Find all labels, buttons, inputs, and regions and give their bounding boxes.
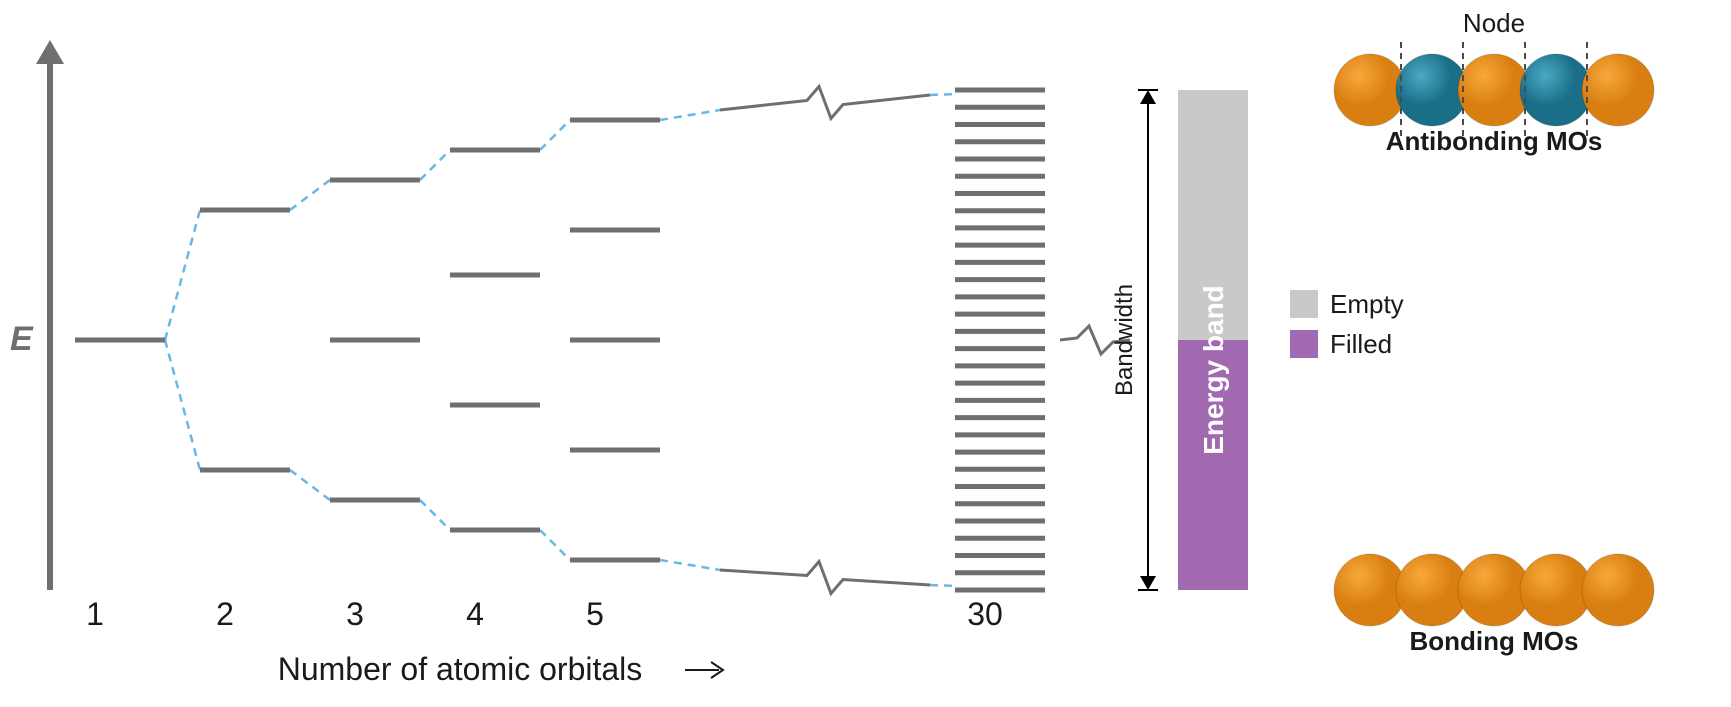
antibonding-label: Antibonding MOs xyxy=(1386,126,1603,156)
orbital-sphere xyxy=(1458,554,1530,626)
envelope-dash xyxy=(165,210,200,340)
orbital-sphere xyxy=(1582,54,1654,126)
orbital-sphere xyxy=(1458,54,1530,126)
legend-swatch xyxy=(1290,290,1318,318)
orbital-sphere xyxy=(1334,554,1406,626)
xaxis-tick-label: 3 xyxy=(346,596,364,632)
legend-label: Filled xyxy=(1330,329,1392,359)
envelope-dash xyxy=(290,470,330,500)
envelope-dash xyxy=(930,94,955,95)
bonding-label: Bonding MOs xyxy=(1410,626,1579,656)
xaxis-label: Number of atomic orbitals xyxy=(278,651,643,687)
orbital-sphere xyxy=(1396,554,1468,626)
orbital-sphere xyxy=(1520,54,1592,126)
envelope-dash xyxy=(660,560,720,570)
axis-break xyxy=(720,562,930,594)
bandwidth-label: Bandwidth xyxy=(1111,284,1138,396)
energy-band-label: Energy band xyxy=(1198,285,1229,455)
xaxis-tick-label: 1 xyxy=(86,596,104,632)
node-label: Node xyxy=(1463,8,1525,38)
orbital-sphere xyxy=(1334,54,1406,126)
envelope-dash xyxy=(930,585,955,586)
orbital-sphere xyxy=(1396,54,1468,126)
envelope-dash xyxy=(660,110,720,120)
xaxis-tick-label: 4 xyxy=(466,596,484,632)
xaxis-tick-label: 30 xyxy=(967,596,1003,632)
envelope-dash xyxy=(420,500,450,530)
envelope-dash xyxy=(540,120,570,150)
envelope-dash xyxy=(165,340,200,470)
envelope-dash xyxy=(290,180,330,210)
energy-axis-label: E xyxy=(10,320,34,358)
axis-break xyxy=(720,87,930,119)
legend-swatch xyxy=(1290,330,1318,358)
legend-label: Empty xyxy=(1330,289,1404,319)
envelope-dash xyxy=(540,530,570,560)
orbital-sphere xyxy=(1520,554,1592,626)
orbital-sphere xyxy=(1582,554,1654,626)
envelope-dash xyxy=(420,150,450,180)
xaxis-tick-label: 2 xyxy=(216,596,234,632)
xaxis-tick-label: 5 xyxy=(586,596,604,632)
energy-axis-arrowhead xyxy=(36,40,64,64)
